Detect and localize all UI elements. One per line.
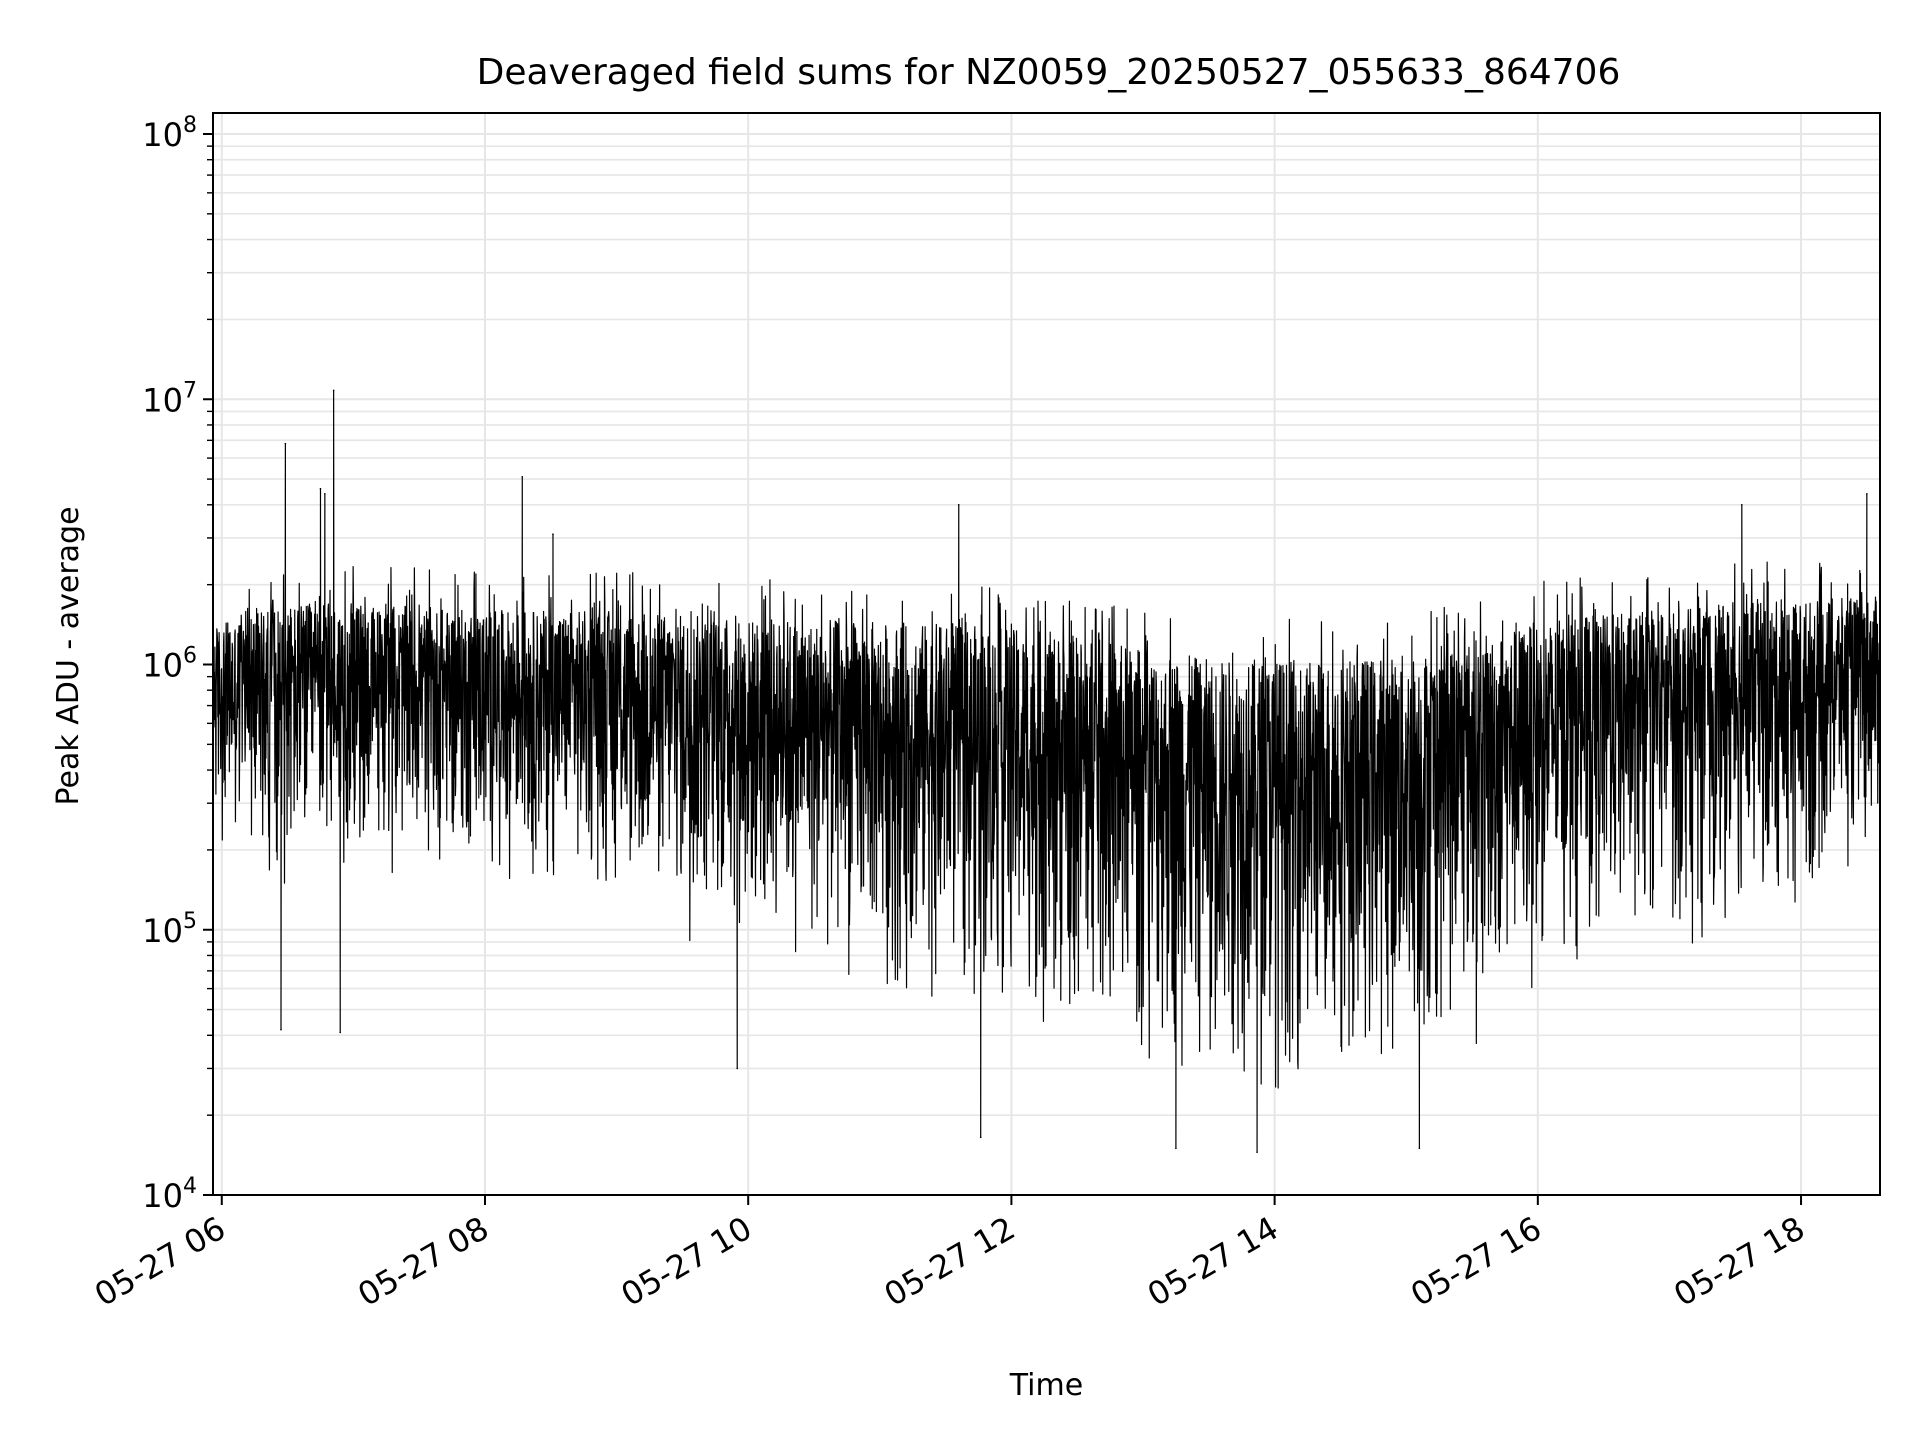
dip-point bbox=[1175, 1147, 1177, 1150]
dip-point bbox=[1256, 1151, 1258, 1153]
spike-point bbox=[284, 442, 287, 445]
series-line bbox=[212, 389, 1881, 1153]
y-tick-label: 108 bbox=[142, 113, 197, 154]
y-tick-label: 104 bbox=[142, 1174, 197, 1215]
dip-point bbox=[280, 1028, 282, 1031]
spike-point bbox=[1866, 493, 1868, 495]
spike-point bbox=[1741, 504, 1743, 506]
spike-point bbox=[332, 389, 335, 392]
dip-point bbox=[339, 1031, 342, 1034]
spike-point bbox=[521, 476, 524, 478]
y-tick-label: 107 bbox=[142, 378, 197, 419]
y-axis-label: Peak ADU - average bbox=[51, 506, 86, 805]
y-tick-label: 105 bbox=[142, 909, 197, 950]
spike-point bbox=[319, 487, 322, 490]
plot-frame bbox=[212, 112, 1881, 1196]
dip-point bbox=[736, 1067, 739, 1070]
spike-point bbox=[552, 533, 554, 535]
spike-point bbox=[324, 493, 326, 495]
x-axis-label: Time bbox=[1009, 1368, 1083, 1403]
chart-title: Deaveraged field sums for NZ0059_2025052… bbox=[477, 52, 1621, 93]
dip-point bbox=[979, 1136, 982, 1139]
data-series bbox=[212, 389, 1881, 1153]
spike-point bbox=[957, 504, 960, 506]
dip-point bbox=[1418, 1147, 1421, 1150]
y-tick-label: 106 bbox=[142, 644, 197, 685]
